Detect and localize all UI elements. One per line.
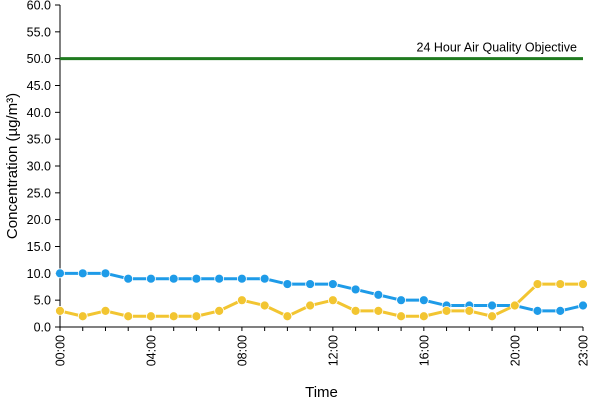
series-point-1 (509, 300, 520, 311)
series-point-1 (418, 311, 429, 322)
series-point-1 (532, 279, 543, 289)
series-point-1 (396, 311, 406, 322)
series-point-1 (259, 300, 270, 311)
x-tick-label: 16:00 (417, 335, 431, 366)
x-tick-label: 08:00 (235, 335, 249, 366)
series-point-1 (55, 305, 65, 316)
series-point-1 (100, 305, 111, 316)
series-line-0 (60, 271, 584, 313)
series-point-1 (350, 305, 361, 316)
series-point-1 (441, 305, 452, 316)
y-tick-label: 0.0 (34, 321, 51, 335)
series-point-0 (327, 279, 338, 289)
series-point-0 (259, 273, 270, 284)
series-point-0 (55, 268, 65, 279)
series-point-1 (191, 311, 202, 322)
series-point-0 (191, 273, 202, 284)
x-axis-ticks: 00:00 04:00 08:00 12:00 16:00 20:00 23:00 (54, 327, 591, 366)
y-tick-label: 40.0 (27, 106, 51, 120)
series-point-0 (100, 268, 111, 279)
y-tick-label: 30.0 (27, 160, 51, 174)
y-tick-label: 50.0 (27, 52, 51, 66)
series-point-0 (418, 295, 429, 306)
y-tick-label: 60.0 (27, 0, 51, 13)
y-tick-label: 25.0 (27, 186, 51, 200)
air-quality-objective-label: 24 Hour Air Quality Objective (417, 41, 578, 55)
series-point-0 (555, 305, 566, 316)
series-point-0 (282, 279, 293, 289)
series-point-0 (77, 268, 88, 279)
y-tick-label: 45.0 (27, 79, 51, 93)
series-point-1 (237, 295, 247, 306)
series-point-0 (305, 279, 316, 289)
series-point-0 (123, 273, 134, 284)
series-point-0 (578, 300, 588, 311)
y-tick-label: 5.0 (34, 294, 51, 308)
y-tick-label: 35.0 (27, 133, 51, 147)
series-point-0 (168, 273, 179, 284)
series-point-0 (350, 284, 361, 295)
y-tick-label: 20.0 (27, 213, 51, 227)
y-tick-label: 15.0 (27, 240, 51, 254)
x-tick-label: 04:00 (144, 335, 158, 366)
series-point-1 (123, 311, 134, 322)
series-point-1 (146, 311, 156, 322)
y-axis-title: Concentration (µg/m³) (4, 93, 21, 239)
series-point-0 (532, 305, 543, 316)
x-axis-title: Time (305, 384, 338, 400)
series-line-1 (59, 282, 583, 318)
series-point-1 (327, 295, 338, 306)
y-tick-label: 10.0 (27, 267, 51, 281)
series-point-1 (373, 305, 384, 316)
y-tick-label: 55.0 (27, 25, 51, 39)
series-point-0 (237, 273, 247, 284)
series-point-1 (305, 300, 316, 311)
x-tick-label: 20:00 (508, 335, 522, 366)
series-point-1 (168, 311, 179, 322)
x-tick-label: 00:00 (54, 335, 68, 366)
series-layer (55, 268, 588, 322)
y-axis-ticks: 0.0 5.0 10.0 15.0 20.0 25.0 30.0 35.0 40.0 45.0 50… (27, 0, 60, 335)
series-point-0 (373, 289, 384, 300)
series-point-0 (214, 273, 225, 284)
series-point-1 (214, 305, 225, 316)
series-point-0 (487, 300, 497, 311)
x-tick-label: 23:00 (577, 335, 591, 366)
series-point-1 (555, 279, 566, 289)
series-point-1 (282, 311, 293, 322)
series-point-1 (487, 311, 497, 322)
series-point-0 (146, 273, 156, 284)
x-tick-label: 12:00 (326, 335, 340, 366)
series-point-1 (578, 279, 588, 289)
series-point-1 (77, 311, 88, 322)
series-point-0 (396, 295, 406, 306)
series-point-1 (464, 305, 475, 316)
